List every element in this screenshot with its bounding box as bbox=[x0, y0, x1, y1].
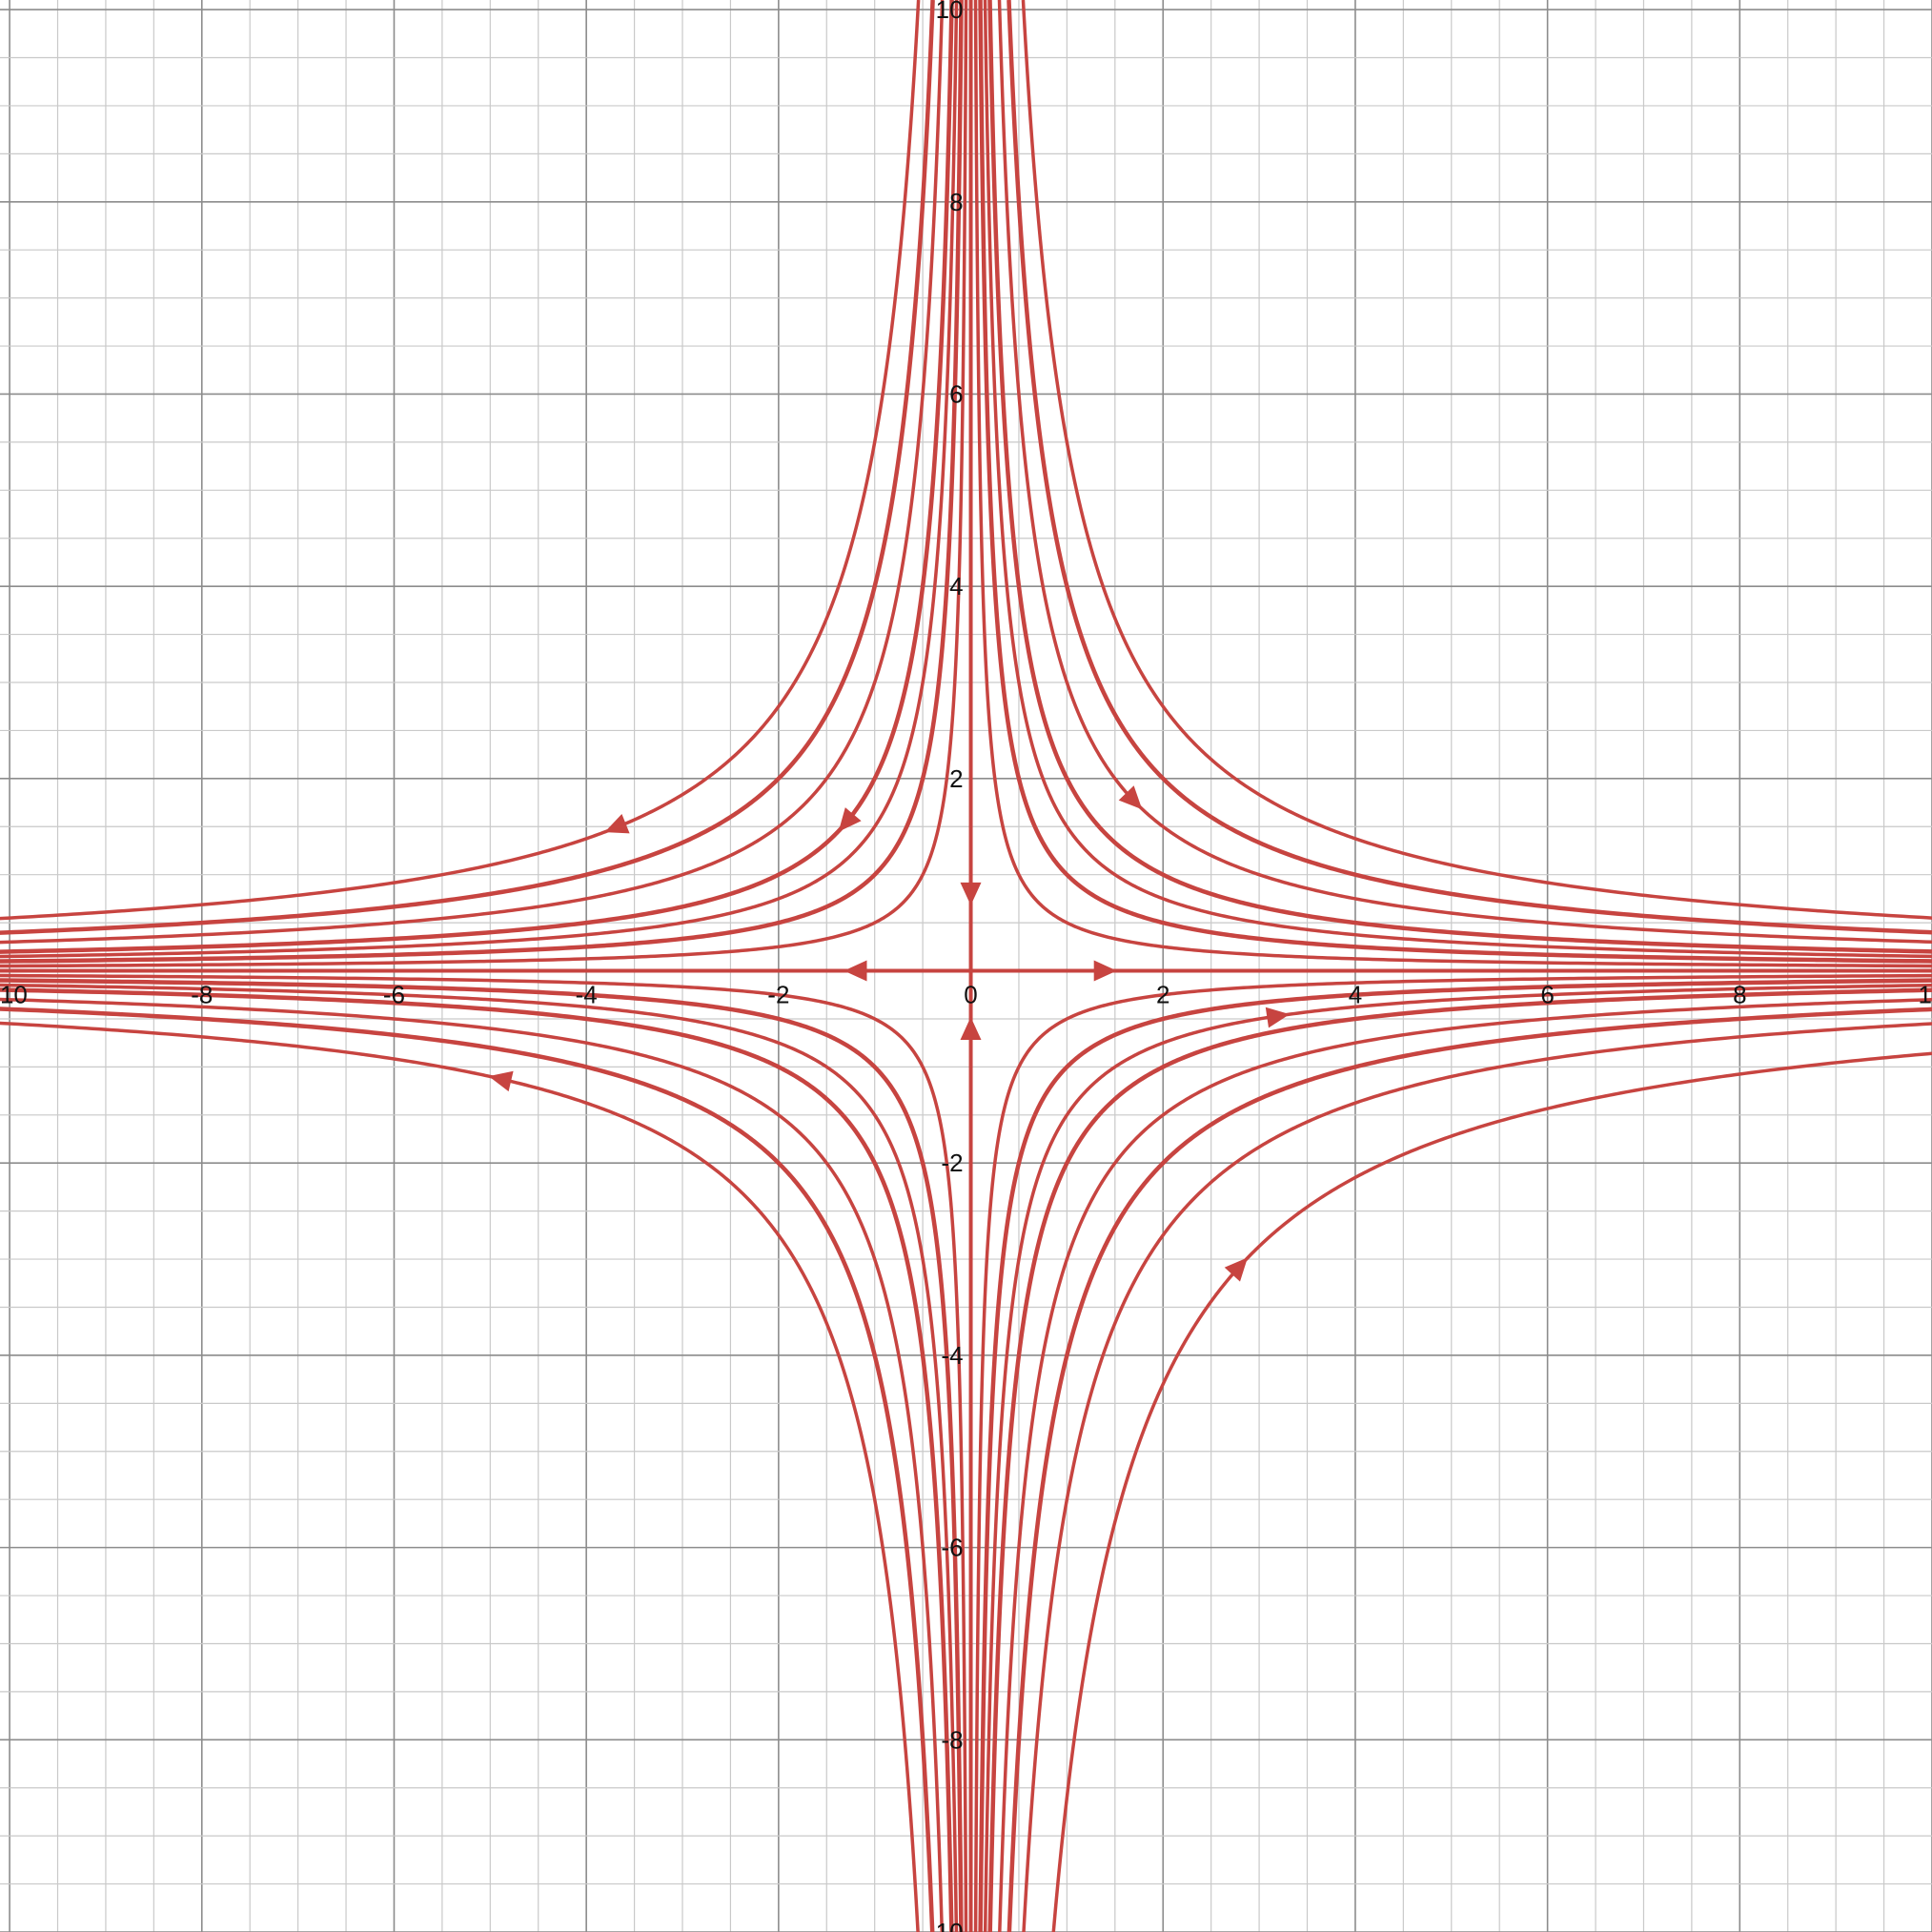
y-tick-label: -10 bbox=[927, 1918, 964, 1932]
trajectory-curve bbox=[0, 973, 968, 1932]
trajectory-curve bbox=[0, 1021, 920, 1932]
trajectory-curve bbox=[0, 0, 935, 935]
direction-arrow bbox=[604, 814, 630, 834]
trajectory-curve bbox=[983, 0, 1932, 959]
trajectory-curve bbox=[978, 0, 1932, 964]
trajectory-curve bbox=[0, 0, 959, 959]
y-tick-label: 4 bbox=[949, 572, 963, 600]
trajectory-curve bbox=[0, 983, 959, 1932]
direction-arrow bbox=[838, 807, 862, 832]
trajectory-curve bbox=[973, 0, 1932, 968]
x-tick-label: 6 bbox=[1540, 981, 1554, 1009]
trajectory-curve bbox=[983, 983, 1932, 1932]
trajectory-curve bbox=[0, 0, 921, 921]
trajectory-curve bbox=[0, 997, 945, 1932]
trajectory-curve bbox=[0, 0, 954, 954]
trajectory-curve bbox=[1022, 1022, 1932, 1932]
x-tick-label: -6 bbox=[383, 981, 405, 1009]
x-tick-label: -2 bbox=[767, 981, 789, 1009]
trajectory-curve bbox=[1007, 1007, 1932, 1932]
y-tick-label: -6 bbox=[941, 1534, 963, 1562]
x-tick-label: -8 bbox=[191, 981, 213, 1009]
trajectory-curve bbox=[0, 1007, 935, 1932]
x-tick-label: -4 bbox=[576, 981, 598, 1009]
direction-arrow bbox=[1118, 785, 1143, 810]
x-tick-label: 2 bbox=[1156, 981, 1169, 1009]
y-tick-label: 2 bbox=[949, 764, 963, 793]
trajectory-curve bbox=[1021, 0, 1932, 920]
trajectory-curve bbox=[0, 0, 964, 964]
axis-direction-arrow bbox=[960, 882, 982, 905]
y-tick-label: -2 bbox=[941, 1149, 963, 1177]
trajectory-curve bbox=[973, 973, 1932, 1932]
axis-direction-arrow bbox=[960, 1017, 982, 1040]
x-tick-label: 4 bbox=[1349, 981, 1362, 1009]
axis-direction-arrow bbox=[844, 960, 867, 982]
y-tick-label: 6 bbox=[949, 379, 963, 408]
axis-direction-arrow bbox=[1093, 960, 1117, 982]
direction-arrow bbox=[1224, 1257, 1248, 1282]
trajectory-curve bbox=[0, 0, 968, 968]
x-tick-label: 10 bbox=[1919, 981, 1932, 1009]
trajectory-curve bbox=[0, 987, 954, 1932]
direction-arrows bbox=[488, 785, 1291, 1282]
y-tick-label: -4 bbox=[941, 1341, 963, 1370]
y-tick-label: 8 bbox=[949, 188, 963, 216]
direction-arrow bbox=[488, 1070, 514, 1092]
y-tick-label: -8 bbox=[941, 1725, 963, 1754]
trajectory-curve bbox=[998, 998, 1932, 1932]
trajectory-curve bbox=[978, 978, 1932, 1932]
x-tick-label: -10 bbox=[0, 981, 28, 1009]
x-tick-label: 8 bbox=[1733, 981, 1746, 1009]
trajectory-curve bbox=[1007, 0, 1932, 935]
trajectory-curve bbox=[987, 987, 1932, 1932]
trajectory-curve bbox=[0, 978, 964, 1932]
direction-arrow bbox=[1265, 1007, 1291, 1028]
trajectory-curve bbox=[987, 0, 1932, 954]
x-tick-label: 0 bbox=[964, 981, 977, 1009]
trajectory-curve bbox=[1051, 1051, 1932, 1932]
trajectory-curve bbox=[0, 0, 945, 945]
y-tick-label: 10 bbox=[936, 0, 964, 24]
